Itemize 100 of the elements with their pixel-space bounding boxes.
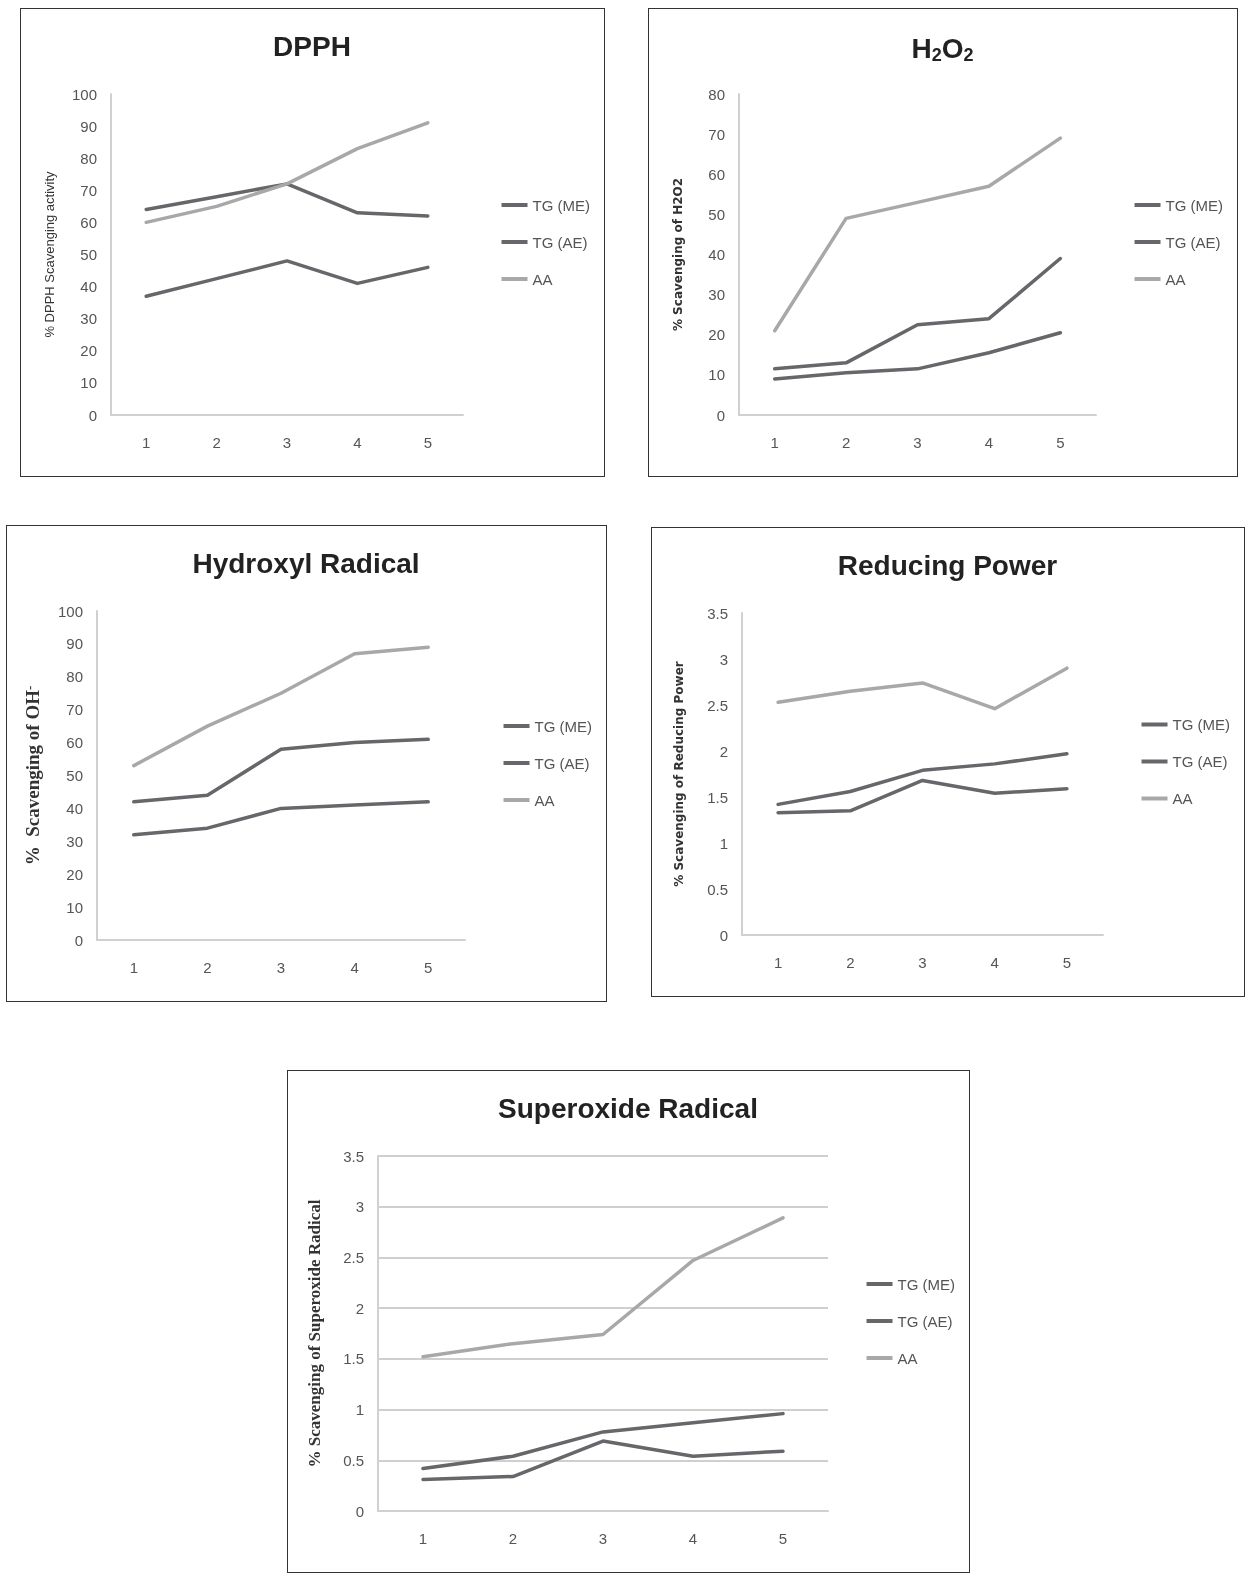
x-tick-label: 2: [841, 434, 851, 451]
x-tick-label: 2: [846, 954, 855, 971]
y-tick-label: 100: [57, 602, 83, 620]
legend-label: AA: [532, 270, 553, 288]
legend-label: TG (AE): [897, 1312, 953, 1330]
y-tick-label: 30: [66, 832, 83, 850]
legend-label: TG (AE): [532, 233, 588, 251]
y-tick-label: 2.5: [707, 696, 728, 714]
x-tick-label: 1: [142, 434, 151, 451]
legend-label: TG (ME): [532, 196, 591, 214]
x-tick-label: 2: [203, 959, 212, 976]
y-tick-label: 20: [80, 342, 97, 360]
y-tick-label: 30: [708, 286, 725, 304]
y-tick-label: 20: [708, 326, 725, 344]
y-tick-label: 40: [66, 799, 83, 817]
y-tick-label: 60: [80, 213, 97, 231]
y-tick-label: 10: [708, 366, 725, 384]
line-series: [144, 121, 430, 225]
y-tick-label: 50: [708, 205, 725, 223]
y-tick-label: 0.5: [343, 1451, 364, 1469]
chart-title: DPPH: [273, 30, 351, 62]
x-tick-label: 3: [276, 959, 286, 976]
y-tick-label: 1: [355, 1401, 364, 1419]
y-tick-label: 40: [80, 278, 97, 296]
line-series: [776, 778, 1069, 815]
line-series: [144, 259, 430, 298]
x-tick-label: 5: [424, 959, 433, 976]
x-tick-label: 1: [129, 959, 138, 976]
y-tick-label: 3.5: [707, 604, 728, 622]
y-tick-label: 10: [66, 898, 83, 916]
line-series: [421, 1411, 785, 1471]
y-tick-label: 60: [708, 165, 725, 183]
line-series: [421, 1439, 785, 1482]
line-series: [421, 1216, 785, 1359]
y-tick-label: 50: [66, 767, 83, 784]
x-tick-label: 3: [913, 434, 922, 451]
line-series: [144, 182, 430, 218]
y-tick-label: 90: [80, 117, 97, 135]
x-tick-label: 4: [353, 434, 362, 451]
y-tick-label: 80: [80, 149, 97, 167]
line-series: [772, 136, 1063, 333]
x-tick-label: 4: [688, 1530, 698, 1547]
x-tick-label: 4: [990, 954, 999, 971]
x-tick-label: 1: [773, 954, 783, 971]
legend-label: TG (ME): [897, 1275, 956, 1293]
line-series: [772, 330, 1063, 381]
y-tick-label: 50: [80, 246, 97, 263]
y-axis-title: % Scavenging of Superoxide Radical: [305, 1199, 324, 1468]
y-tick-label: 1.5: [343, 1350, 364, 1368]
y-tick-label: 60: [66, 734, 83, 752]
y-tick-label: 3: [719, 650, 728, 668]
y-tick-label: 2: [355, 1299, 364, 1317]
legend-label: AA: [1165, 270, 1186, 288]
y-tick-label: 70: [80, 181, 97, 199]
y-tick-label: 70: [708, 125, 725, 143]
y-tick-label: 1.5: [707, 788, 728, 806]
y-tick-label: 1: [719, 834, 728, 852]
y-tick-label: 0: [355, 1502, 364, 1520]
x-tick-label: 4: [984, 434, 994, 451]
x-tick-label: 5: [423, 434, 432, 451]
legend-label: AA: [1172, 790, 1193, 807]
y-tick-label: 90: [66, 635, 83, 653]
chart-title: Hydroxyl Radical: [192, 547, 420, 579]
legend-label: TG (ME): [534, 717, 593, 735]
y-tick-label: 80: [66, 668, 83, 686]
y-tick-label: 0: [74, 931, 83, 949]
y-tick-label: 0: [716, 406, 725, 424]
y-tick-label: 100: [71, 85, 97, 103]
line-series: [132, 800, 430, 837]
line-series: [132, 645, 430, 768]
y-tick-label: 20: [66, 865, 83, 883]
y-tick-label: 30: [80, 310, 97, 328]
y-axis-title: % Scavenging of H2O2: [671, 177, 685, 332]
chart-title: Superoxide Radical: [498, 1092, 758, 1124]
y-tick-label: 0.5: [707, 880, 728, 898]
x-tick-label: 4: [350, 959, 359, 976]
x-tick-label: 5: [778, 1530, 788, 1547]
line-series: [772, 256, 1063, 371]
legend-label: TG (AE): [534, 754, 590, 772]
y-tick-label: 3: [355, 1198, 364, 1216]
y-tick-label: 2: [719, 742, 728, 760]
x-tick-label: 3: [598, 1530, 608, 1547]
x-tick-label: 5: [1056, 434, 1065, 451]
legend-label: TG (AE): [1172, 753, 1228, 770]
legend-label: AA: [534, 791, 555, 809]
x-tick-label: 1: [770, 434, 779, 451]
legend-label: AA: [897, 1349, 918, 1367]
y-axis-title: % DPPH Scavenging activity: [42, 170, 57, 338]
x-tick-label: 2: [508, 1530, 518, 1547]
x-tick-label: 3: [918, 954, 927, 971]
x-tick-label: 3: [282, 434, 292, 451]
line-series: [776, 752, 1069, 807]
x-tick-label: 2: [212, 434, 221, 451]
legend-label: TG (AE): [1165, 233, 1221, 251]
legend-label: TG (ME): [1172, 716, 1231, 733]
line-series: [132, 737, 430, 804]
line-series: [776, 666, 1069, 711]
y-axis-title: % Scavenging of Reducing Power: [672, 661, 686, 887]
y-tick-label: 3.5: [343, 1147, 364, 1165]
y-axis-title: % Scavenging of OH-: [22, 685, 43, 866]
